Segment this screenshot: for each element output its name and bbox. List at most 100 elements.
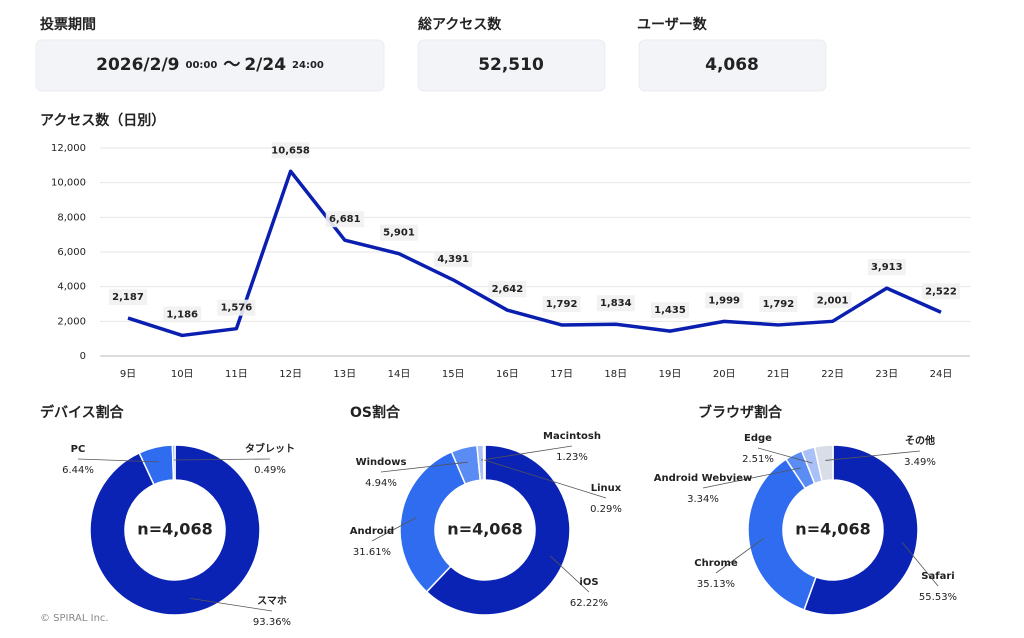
slice-value: 1.23% <box>556 452 588 463</box>
data-label-bg <box>488 281 527 298</box>
line <box>127 169 942 338</box>
x-tick-label: 14日 <box>388 369 411 380</box>
leader-line <box>901 541 939 587</box>
slice-label: PC <box>71 444 86 455</box>
slice-label: Safari <box>921 571 954 582</box>
x-tick-label: 10日 <box>171 369 194 380</box>
x-tick-label: 12日 <box>279 369 302 380</box>
users-box <box>638 39 827 92</box>
chart-title: デバイス割合 <box>40 404 125 421</box>
center-label: n=4,068 <box>447 520 522 539</box>
leader-line <box>380 461 468 473</box>
data-label-bg <box>542 295 581 312</box>
footer: © SPIRAL Inc. <box>40 613 109 624</box>
slice <box>399 450 467 593</box>
center-label: n=4,068 <box>137 520 212 539</box>
data-label-bg <box>759 295 798 312</box>
slice-value: 55.53% <box>919 592 957 603</box>
leader-line <box>715 538 764 574</box>
data-label-bg <box>271 142 310 159</box>
total-access-box <box>417 39 606 92</box>
x-tick-label: 20日 <box>713 369 736 380</box>
data-label: 5,901 <box>383 228 415 239</box>
data-label: 1,792 <box>763 299 795 310</box>
period-label: 投票期間 <box>40 17 96 33</box>
slice-label: その他 <box>905 434 935 447</box>
y-tick-label: 10,000 <box>51 178 86 189</box>
data-label: 2,642 <box>492 284 524 295</box>
slice <box>747 458 817 611</box>
leader-line <box>480 445 573 461</box>
end-time: 24:00 <box>292 60 324 71</box>
data-label: 2,001 <box>817 295 849 306</box>
y-tick-label: 2,000 <box>57 316 86 327</box>
x-tick-label: 18日 <box>604 369 627 380</box>
slice <box>482 444 486 481</box>
data-label: 1,435 <box>654 305 686 316</box>
slice-value: 3.49% <box>904 457 936 468</box>
data-label-bg <box>434 250 473 267</box>
slice-label: Edge <box>744 433 772 444</box>
slice-label: iOS <box>579 577 598 588</box>
end-date: 2/24 <box>244 55 286 75</box>
center-label: n=4,068 <box>795 520 870 539</box>
slice-label: スマホ <box>257 595 287 607</box>
x-tick-label: 13日 <box>333 369 356 380</box>
slice <box>425 444 571 616</box>
slice-label: Linux <box>591 483 622 494</box>
leader-line <box>173 458 271 461</box>
data-label: 3,913 <box>871 262 903 273</box>
slice-label: Android Webview <box>654 473 752 484</box>
x-tick-label: 16日 <box>496 369 519 380</box>
slice <box>803 444 919 616</box>
data-label-bg <box>705 292 744 309</box>
data-label: 2,522 <box>925 286 957 297</box>
data-label-bg <box>325 211 364 228</box>
slice-value: 93.36% <box>253 617 291 628</box>
x-tick-label: 23日 <box>875 369 898 380</box>
y-tick-label: 6,000 <box>57 247 86 258</box>
slice-label: Android <box>350 526 394 537</box>
start-time: 00:00 <box>186 60 218 71</box>
data-label: 2,187 <box>112 292 144 303</box>
total-access-value: 52,510 <box>478 55 544 75</box>
total-access-label: 総アクセス数 <box>418 16 502 33</box>
data-label-bg <box>109 289 147 306</box>
y-tick-label: 12,000 <box>51 143 86 154</box>
data-label-bg <box>596 295 635 312</box>
leader-line <box>190 597 273 612</box>
x-tick-label: 11日 <box>225 369 248 380</box>
leader-line <box>825 450 921 461</box>
data-label: 10,658 <box>271 145 310 156</box>
data-label: 1,576 <box>221 303 253 314</box>
period-value: 2026/2/9 00:00 ～ 2/24 24:00 <box>96 55 324 75</box>
data-label: 1,186 <box>166 309 198 320</box>
slice-value: 2.51% <box>742 454 774 465</box>
data-label: 6,681 <box>329 214 361 225</box>
leader-line <box>484 459 607 499</box>
y-tick-label: 8,000 <box>57 212 86 223</box>
chart-title: ブラウザ割合 <box>698 404 783 421</box>
data-label-bg <box>217 299 256 316</box>
slice-value: 0.29% <box>590 504 622 515</box>
period-box <box>35 39 385 92</box>
data-label: 4,391 <box>437 254 469 265</box>
leader-line <box>549 555 590 593</box>
x-tick-label: 15日 <box>442 369 465 380</box>
x-tick-label: 9日 <box>120 369 136 380</box>
y-tick-label: 0 <box>80 351 86 362</box>
slice-label: Macintosh <box>543 431 601 442</box>
slice-value: 31.61% <box>353 547 391 558</box>
slice <box>171 444 176 481</box>
y-tick-label: 4,000 <box>57 282 86 293</box>
slice <box>89 444 261 616</box>
x-tick-label: 22日 <box>821 369 844 380</box>
leader-line <box>77 458 159 463</box>
x-tick-label: 24日 <box>930 369 953 380</box>
leader-line <box>702 467 801 489</box>
slice-value: 35.13% <box>697 579 735 590</box>
chart-title: アクセス数（日別） <box>40 112 165 129</box>
data-label: 1,999 <box>708 295 740 306</box>
chart-title: OS割合 <box>350 404 401 421</box>
